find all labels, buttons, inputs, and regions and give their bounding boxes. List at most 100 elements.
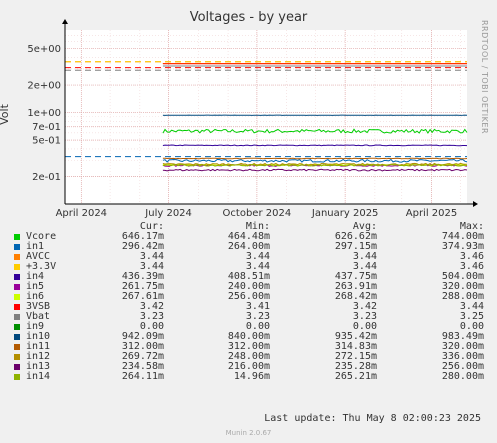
y-tick-label: 2e-01 [32,172,61,183]
legend-cur-value: 646.17m [121,231,164,242]
legend-series-name: Vcore [26,231,57,242]
legend-series-name: in4 [26,271,45,282]
series-line [162,158,468,163]
y-tick-label: 2e+00 [27,81,61,92]
legend-series-name: in10 [26,331,51,342]
legend-min-value: 264.00m [227,241,270,252]
legend-avg-value: 235.28m [334,361,377,372]
legend-swatch [14,334,20,340]
legend-min-value: 464.48m [227,231,270,242]
legend-swatch [14,364,20,370]
legend-cur-value: 3.44 [139,261,164,272]
legend-series-name: in5 [26,281,45,292]
legend-avg-value: 437.75m [334,271,377,282]
legend-min-value: 248.00m [227,351,270,362]
legend-series-name: +3.3V [26,261,57,272]
legend-swatch [14,344,20,350]
legend-min-value: 312.00m [227,341,270,352]
legend-series-name: AVCC [26,251,51,262]
x-tick-label: April 2025 [406,208,457,219]
legend-max-value: 374.93m [441,241,484,252]
legend-min-value: 3.23 [245,311,270,322]
series-line [162,144,468,147]
legend-max-value: 3.25 [459,311,484,322]
legend-cur-value: 234.58m [121,361,164,372]
legend-max-value: 3.46 [459,261,484,272]
x-tick-label: April 2024 [56,208,107,219]
legend-avg-value: 935.42m [334,331,377,342]
legend-series-name: in11 [26,341,51,352]
legend-swatch [14,314,20,320]
legend-cur-value: 264.11m [121,371,164,382]
series-line [162,157,468,160]
rrdtool-watermark: RRDTOOL / TOBI OETIKER [480,20,489,135]
legend-swatch [14,284,20,290]
legend-series-name: in6 [26,291,45,302]
legend-swatch [14,244,20,250]
legend-avg-value: 272.15m [334,351,377,362]
legend-avg-value: 0.00 [352,321,377,332]
legend-min-value: 408.51m [227,271,270,282]
legend-swatch [14,264,20,270]
legend-avg-value: 268.42m [334,291,377,302]
legend-max-value: 320.00m [441,281,484,292]
legend-swatch [14,234,20,240]
y-axis-label: Volt [0,104,11,125]
legend-avg-value: 3.42 [352,301,377,312]
series-line [162,162,467,166]
legend-min-value: 14.96m [233,371,270,382]
legend-series-name: Vbat [26,311,51,322]
legend-swatch [14,294,20,300]
legend-swatch [14,324,20,330]
legend-cur-value: 267.61m [121,291,164,302]
x-tick-label: January 2025 [311,208,379,219]
legend-max-value: 288.00m [441,291,484,302]
series-line [162,168,468,172]
legend-max-value: 504.00m [441,271,484,282]
series-line [162,128,468,134]
legend-max-value: 256.00m [441,361,484,372]
legend-series-name: 3VSB [26,301,51,312]
y-tick-label: 1e+00 [27,108,61,119]
legend-swatch [14,254,20,260]
legend-max-value: 3.44 [459,301,484,312]
legend-min-value: 240.00m [227,281,270,292]
legend-min-value: 3.44 [245,251,270,262]
legend-min-value: 0.00 [245,321,270,332]
legend-min-value: 3.41 [245,301,270,312]
legend-cur-value: 3.44 [139,251,164,262]
legend-min-value: 3.44 [245,261,270,272]
x-tick-label: October 2024 [223,208,292,219]
legend-cur-value: 269.72m [121,351,164,362]
legend-max-value: 0.00 [459,321,484,332]
legend-min-value: 840.00m [227,331,270,342]
legend-max-value: 320.00m [441,341,484,352]
legend-cur-value: 942.09m [121,331,164,342]
munin-version: Munin 2.0.67 [225,429,272,437]
y-tick-label: 5e+00 [27,44,61,55]
y-tick-label: 5e-01 [32,136,61,147]
legend-max-value: 983.49m [441,331,484,342]
legend-cur-value: 0.00 [139,321,164,332]
legend-cur-value: 312.00m [121,341,164,352]
legend-avg-value: 314.83m [334,341,377,352]
legend-series-name: in13 [26,361,51,372]
legend-avg-value: 3.44 [352,251,377,262]
legend-cur-value: 296.42m [121,241,164,252]
legend-cur-value: 436.39m [121,271,164,282]
legend-col-min: Min: [245,221,270,232]
legend-avg-value: 297.15m [334,241,377,252]
legend-max-value: 336.00m [441,351,484,362]
legend-avg-value: 265.21m [334,371,377,382]
legend-col-cur: Cur: [139,221,164,232]
legend-max-value: 280.00m [441,371,484,382]
legend-swatch [14,274,20,280]
chart-title: Voltages - by year [189,10,308,25]
last-update: Last update: Thu May 8 02:00:23 2025 [264,413,481,424]
legend-series-name: in1 [26,241,45,252]
legend-max-value: 3.46 [459,251,484,262]
legend-cur-value: 261.75m [121,281,164,292]
legend-col-avg: Avg: [352,221,377,232]
legend-series-name: in12 [26,351,51,362]
